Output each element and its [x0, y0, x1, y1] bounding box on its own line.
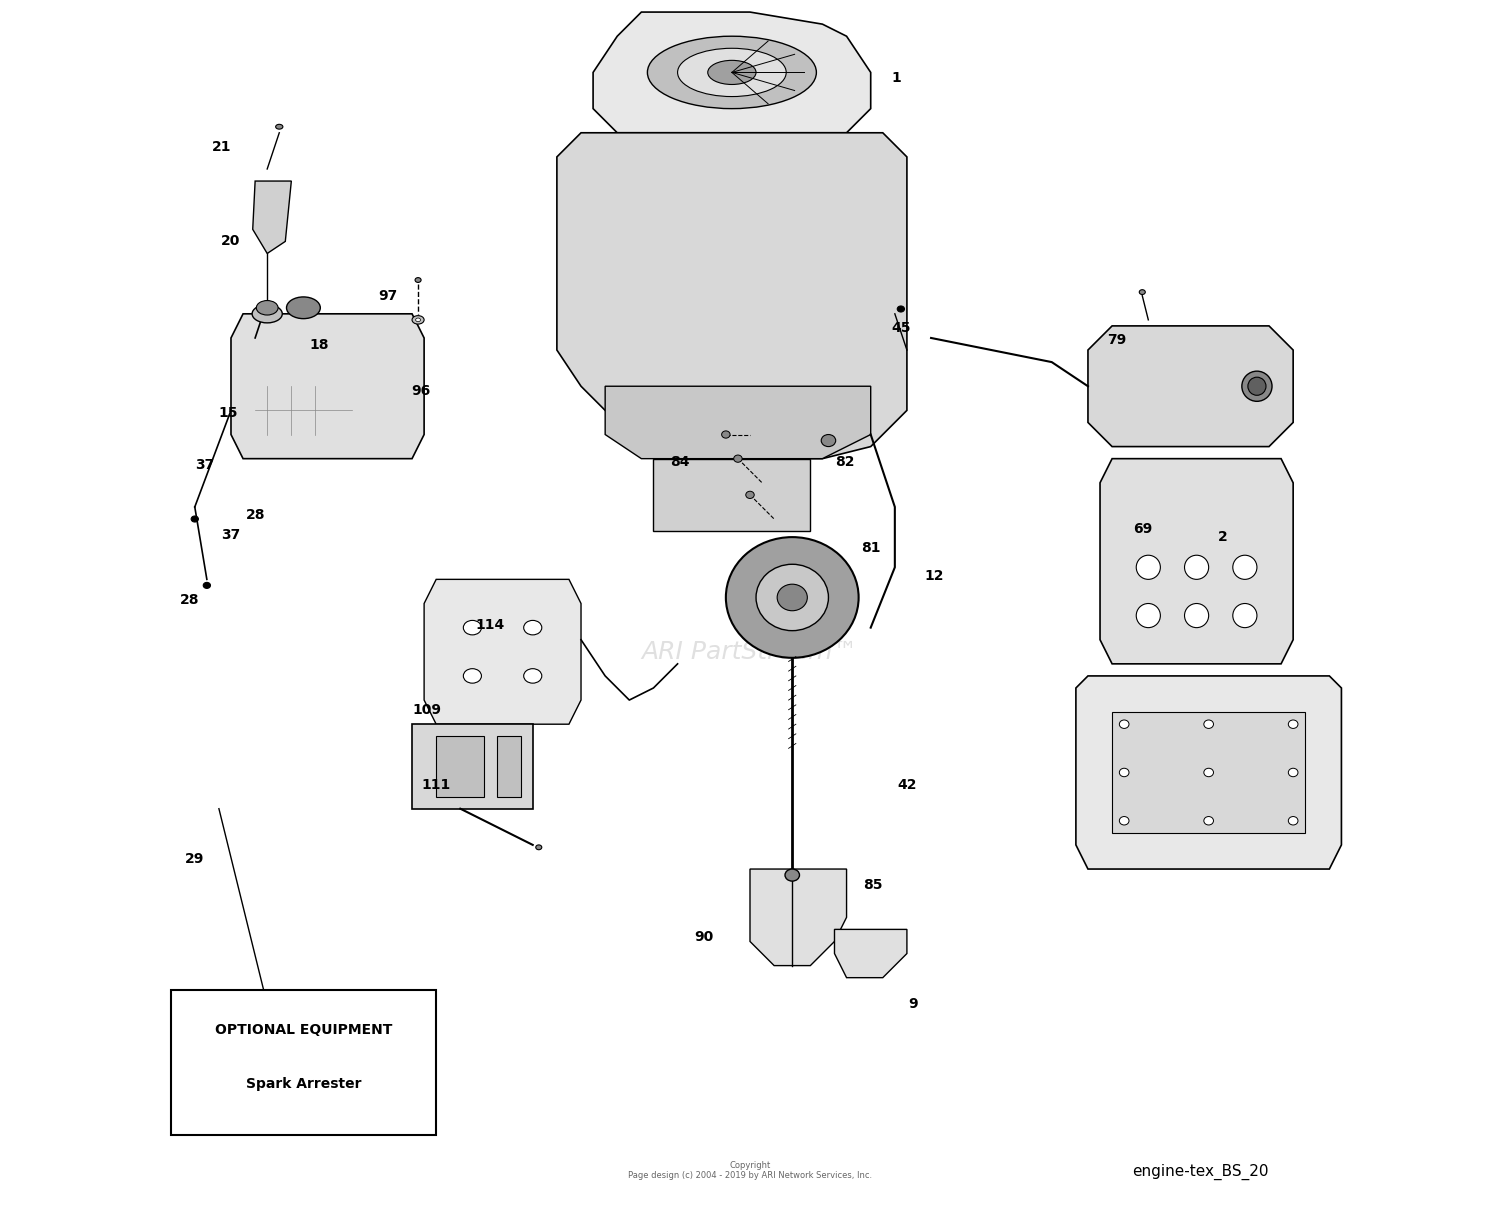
Ellipse shape — [1288, 817, 1298, 826]
Text: 81: 81 — [861, 541, 880, 555]
Ellipse shape — [1204, 719, 1214, 728]
Bar — [654, 459, 810, 531]
Polygon shape — [834, 929, 908, 978]
Text: 29: 29 — [184, 852, 204, 867]
Ellipse shape — [1119, 719, 1130, 728]
Ellipse shape — [256, 301, 278, 315]
Text: 90: 90 — [694, 929, 714, 944]
Polygon shape — [1100, 459, 1293, 664]
Ellipse shape — [1185, 604, 1209, 628]
Ellipse shape — [1233, 555, 1257, 579]
Ellipse shape — [416, 278, 422, 282]
Ellipse shape — [1242, 372, 1272, 401]
Text: Copyright
Page design (c) 2004 - 2019 by ARI Network Services, Inc.: Copyright Page design (c) 2004 - 2019 by… — [628, 1161, 872, 1180]
Ellipse shape — [202, 582, 210, 589]
Text: engine-tex_BS_20: engine-tex_BS_20 — [1132, 1165, 1269, 1180]
Ellipse shape — [708, 60, 756, 84]
Text: 82: 82 — [836, 455, 855, 470]
Ellipse shape — [1119, 817, 1130, 826]
Text: OPTIONAL EQUIPMENT: OPTIONAL EQUIPMENT — [214, 1024, 392, 1037]
Text: 45: 45 — [891, 321, 910, 336]
Text: 84: 84 — [670, 455, 690, 470]
Ellipse shape — [1136, 604, 1161, 628]
Text: 37: 37 — [195, 457, 214, 472]
Bar — [496, 736, 520, 797]
Polygon shape — [1076, 676, 1341, 869]
Text: 21: 21 — [211, 140, 231, 154]
Text: 15: 15 — [219, 406, 239, 420]
Ellipse shape — [726, 537, 858, 658]
Ellipse shape — [413, 316, 424, 325]
Bar — [413, 724, 532, 809]
Text: 12: 12 — [926, 568, 945, 583]
Ellipse shape — [1233, 604, 1257, 628]
Ellipse shape — [722, 431, 730, 438]
Text: Spark Arrester: Spark Arrester — [246, 1077, 362, 1091]
Ellipse shape — [524, 669, 542, 683]
Ellipse shape — [524, 620, 542, 635]
Text: 79: 79 — [1107, 333, 1126, 348]
Text: 1: 1 — [891, 71, 902, 86]
Polygon shape — [231, 314, 424, 459]
Polygon shape — [750, 869, 846, 966]
Ellipse shape — [464, 620, 482, 635]
Bar — [436, 736, 484, 797]
Ellipse shape — [464, 669, 482, 683]
Polygon shape — [604, 386, 870, 459]
Text: 96: 96 — [411, 384, 430, 398]
Text: ARI PartStream™: ARI PartStream™ — [642, 640, 858, 664]
Text: 69: 69 — [1132, 521, 1152, 536]
Polygon shape — [556, 133, 908, 459]
Text: 9: 9 — [908, 997, 918, 1011]
Ellipse shape — [252, 305, 282, 323]
Ellipse shape — [784, 869, 800, 881]
Ellipse shape — [1288, 719, 1298, 728]
Text: 20: 20 — [222, 234, 240, 249]
Bar — [171, 990, 436, 1135]
Ellipse shape — [756, 565, 828, 631]
Ellipse shape — [777, 584, 807, 611]
Ellipse shape — [1204, 817, 1214, 826]
Text: 37: 37 — [222, 527, 240, 542]
Text: 97: 97 — [378, 288, 398, 303]
Polygon shape — [1088, 326, 1293, 447]
Text: 2: 2 — [1218, 530, 1228, 544]
Ellipse shape — [416, 319, 420, 322]
Ellipse shape — [276, 124, 284, 129]
Ellipse shape — [1185, 555, 1209, 579]
Polygon shape — [252, 181, 291, 253]
Ellipse shape — [678, 48, 786, 97]
Text: 114: 114 — [476, 618, 506, 632]
Ellipse shape — [648, 36, 816, 109]
Ellipse shape — [1140, 290, 1146, 295]
Ellipse shape — [190, 517, 198, 523]
Bar — [1112, 712, 1305, 833]
Polygon shape — [424, 579, 580, 724]
Text: 85: 85 — [864, 877, 883, 892]
Ellipse shape — [821, 435, 836, 447]
Text: 42: 42 — [897, 777, 916, 792]
Ellipse shape — [734, 455, 742, 462]
Ellipse shape — [746, 491, 754, 498]
Text: 111: 111 — [422, 777, 452, 792]
Ellipse shape — [536, 845, 542, 850]
Polygon shape — [592, 12, 870, 133]
Ellipse shape — [1119, 769, 1130, 777]
Text: 109: 109 — [413, 702, 441, 717]
Text: 28: 28 — [180, 593, 200, 607]
Ellipse shape — [286, 297, 321, 319]
Ellipse shape — [1204, 769, 1214, 777]
Text: 28: 28 — [246, 508, 266, 523]
Ellipse shape — [897, 305, 904, 313]
Ellipse shape — [1248, 377, 1266, 396]
Ellipse shape — [1288, 769, 1298, 777]
Text: 18: 18 — [309, 338, 328, 352]
Ellipse shape — [1136, 555, 1161, 579]
